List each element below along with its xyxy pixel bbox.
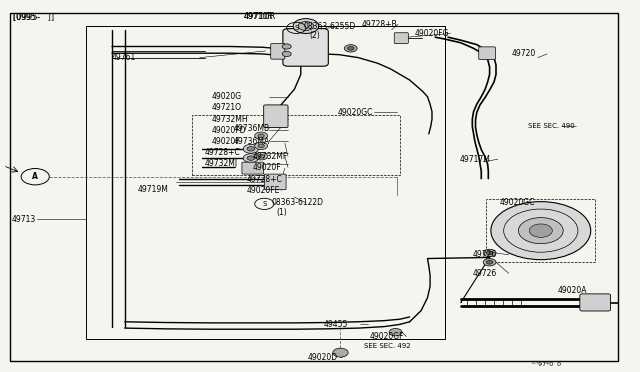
FancyBboxPatch shape bbox=[271, 44, 285, 59]
Circle shape bbox=[258, 144, 264, 148]
Circle shape bbox=[243, 144, 259, 153]
Circle shape bbox=[348, 46, 354, 50]
Circle shape bbox=[298, 22, 314, 31]
Text: 49717M: 49717M bbox=[460, 155, 490, 164]
Text: 49710R: 49710R bbox=[243, 12, 275, 21]
Text: 49020D: 49020D bbox=[307, 353, 337, 362]
Text: S: S bbox=[294, 25, 298, 31]
Text: 49020A: 49020A bbox=[558, 286, 588, 295]
FancyBboxPatch shape bbox=[283, 29, 328, 66]
Circle shape bbox=[255, 132, 268, 140]
Text: 49732MH: 49732MH bbox=[211, 115, 248, 124]
Text: 49020F: 49020F bbox=[253, 163, 282, 172]
Circle shape bbox=[243, 154, 259, 163]
Text: 49020GF: 49020GF bbox=[370, 332, 404, 341]
FancyBboxPatch shape bbox=[479, 47, 495, 60]
Text: 49020GC: 49020GC bbox=[499, 198, 534, 207]
Circle shape bbox=[282, 44, 291, 49]
Text: 49732MJ: 49732MJ bbox=[205, 159, 238, 168]
Text: 49020FE: 49020FE bbox=[246, 186, 280, 195]
Text: 49736MA: 49736MA bbox=[234, 137, 270, 146]
Text: 49020FG: 49020FG bbox=[415, 29, 449, 38]
Circle shape bbox=[483, 259, 496, 266]
Circle shape bbox=[258, 134, 264, 138]
Text: 49721O: 49721O bbox=[211, 103, 241, 112]
Circle shape bbox=[529, 224, 552, 237]
Text: 49728+C: 49728+C bbox=[205, 148, 241, 157]
Text: SEE SEC. 490: SEE SEC. 490 bbox=[528, 124, 575, 129]
Text: [0995-    ]: [0995- ] bbox=[13, 12, 51, 21]
FancyBboxPatch shape bbox=[394, 33, 408, 44]
Circle shape bbox=[344, 45, 357, 52]
Text: 49761: 49761 bbox=[112, 53, 136, 62]
Circle shape bbox=[333, 348, 348, 357]
FancyBboxPatch shape bbox=[242, 162, 264, 174]
Circle shape bbox=[282, 51, 291, 57]
Text: A: A bbox=[32, 172, 38, 181]
Circle shape bbox=[389, 328, 402, 336]
Circle shape bbox=[491, 202, 591, 260]
Circle shape bbox=[258, 154, 264, 158]
Text: 49020GC: 49020GC bbox=[338, 108, 373, 117]
Text: 49020G: 49020G bbox=[211, 92, 241, 101]
Text: 49728+C: 49728+C bbox=[246, 175, 282, 184]
Text: 49710R: 49710R bbox=[243, 12, 273, 21]
Text: (1): (1) bbox=[276, 208, 287, 217]
Text: 49736MB: 49736MB bbox=[234, 124, 269, 133]
Text: 08363-6255D: 08363-6255D bbox=[304, 22, 356, 31]
Circle shape bbox=[247, 147, 255, 151]
Text: 49719M: 49719M bbox=[138, 185, 168, 194]
Circle shape bbox=[486, 251, 493, 255]
FancyBboxPatch shape bbox=[580, 294, 611, 311]
FancyBboxPatch shape bbox=[264, 105, 288, 128]
FancyBboxPatch shape bbox=[264, 174, 286, 190]
Circle shape bbox=[255, 153, 268, 160]
Text: (2): (2) bbox=[309, 31, 320, 40]
Circle shape bbox=[483, 249, 496, 257]
Text: [0995-    ]: [0995- ] bbox=[13, 12, 54, 21]
Circle shape bbox=[486, 260, 493, 264]
Text: S: S bbox=[262, 201, 266, 207]
Text: SEE SEC. 492: SEE SEC. 492 bbox=[364, 343, 410, 349]
Circle shape bbox=[293, 19, 319, 33]
Text: 49720: 49720 bbox=[512, 49, 536, 58]
Circle shape bbox=[518, 218, 563, 244]
Text: 49020F: 49020F bbox=[211, 137, 240, 146]
Text: 08363-6122D: 08363-6122D bbox=[272, 198, 324, 207]
Text: 49020FD: 49020FD bbox=[211, 126, 246, 135]
Circle shape bbox=[247, 156, 255, 160]
Text: 49728+B: 49728+B bbox=[362, 20, 397, 29]
Text: ^'97*0  0: ^'97*0 0 bbox=[531, 362, 561, 367]
Circle shape bbox=[255, 142, 268, 150]
Text: 49732MF: 49732MF bbox=[253, 152, 288, 161]
Text: 49726: 49726 bbox=[472, 250, 497, 259]
Text: 49713: 49713 bbox=[12, 215, 36, 224]
Text: 49726: 49726 bbox=[472, 269, 497, 278]
Text: 49455: 49455 bbox=[323, 320, 348, 329]
